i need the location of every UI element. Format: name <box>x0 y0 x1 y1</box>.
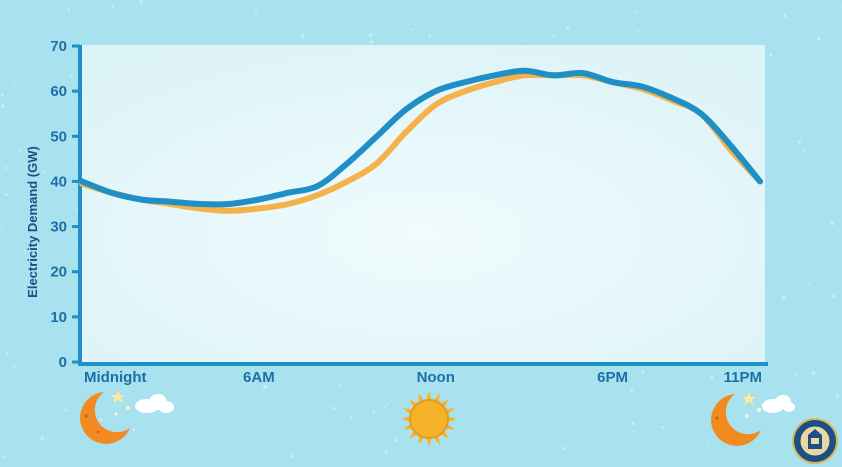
sun-icon <box>401 391 457 447</box>
y-ticks: 0 10 20 30 40 50 60 70 <box>50 38 80 371</box>
y-tick-label: 20 <box>50 264 67 281</box>
x-tick-label: 6AM <box>243 369 275 386</box>
y-tick-label: 30 <box>50 219 67 236</box>
x-tick-label: Noon <box>417 369 455 386</box>
y-tick-label: 0 <box>59 354 67 371</box>
y-tick-label: 60 <box>50 83 67 100</box>
y-tick-label: 10 <box>50 309 67 326</box>
moon-stars-cloud-icon <box>80 390 174 444</box>
series-line-2 <box>79 67 763 208</box>
energy-department-seal-icon <box>792 418 838 464</box>
series-lines <box>79 67 763 214</box>
x-tick-label: 6PM <box>597 369 628 386</box>
y-tick-label: 70 <box>50 38 67 55</box>
moon-stars-cloud-icon <box>711 392 795 446</box>
x-tick-label: 11PM <box>724 369 762 386</box>
y-tick-label: 40 <box>50 173 67 190</box>
y-tick-label: 50 <box>50 128 67 145</box>
x-ticks: Midnight 6AM Noon 6PM 11PM <box>84 369 762 386</box>
x-tick-label: Midnight <box>84 369 146 386</box>
y-axis-label: Electricity Demand (GW) <box>25 146 40 298</box>
